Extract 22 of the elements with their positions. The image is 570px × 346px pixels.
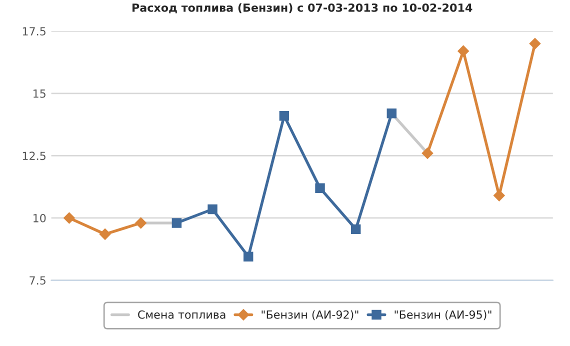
point	[279, 110, 290, 121]
point	[208, 204, 218, 214]
point	[386, 108, 397, 118]
legend-label: Смена топлива	[138, 310, 226, 319]
y-tick-label: 15	[34, 90, 46, 98]
y-tick-label: 10	[34, 214, 46, 222]
point	[529, 38, 541, 50]
point	[172, 218, 182, 228]
chart-title: Расход топлива (Бензин) с 07-03-2013 по 10-02-2014	[132, 3, 472, 14]
point	[135, 217, 146, 229]
legend-label: "Бензин (АИ-92)"	[262, 310, 358, 320]
legend-label: "Бензин (АИ-95)"	[394, 310, 492, 320]
point	[350, 224, 361, 234]
point	[422, 148, 434, 159]
point	[64, 212, 75, 224]
point	[458, 45, 469, 57]
point	[99, 228, 111, 240]
y-tick-label: 7.5	[30, 276, 46, 285]
y-tick-label: 12.5	[22, 152, 46, 160]
y-tick-label: 17.5	[22, 27, 46, 36]
point	[315, 183, 325, 193]
point	[243, 252, 254, 262]
